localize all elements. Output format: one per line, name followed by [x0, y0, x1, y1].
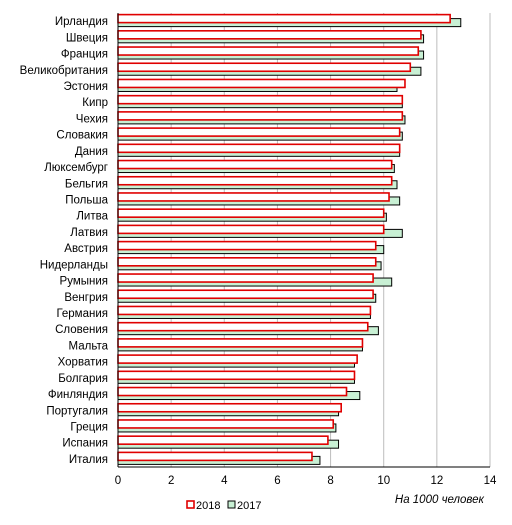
category-label: Германия [56, 308, 108, 320]
category-label: Бельгия [65, 178, 108, 190]
legend-swatch-2018 [186, 500, 195, 509]
category-label: Португалия [46, 405, 108, 417]
category-label: Литва [76, 211, 108, 223]
bar-2018 [117, 30, 422, 40]
category-label: Дания [75, 146, 108, 158]
x-tick-label: 2 [168, 475, 174, 487]
bar-2018 [117, 386, 348, 397]
x-tick-label: 6 [274, 475, 280, 487]
bar-2018 [117, 192, 390, 202]
bar-2018 [117, 94, 404, 105]
x-tick-label: 0 [115, 475, 121, 487]
x-tick-label: 4 [221, 475, 228, 487]
bar-2018 [117, 370, 356, 381]
x-tick-label: 12 [430, 475, 443, 487]
bar-2018 [117, 451, 313, 462]
bar-2018 [117, 78, 406, 89]
bar-2018 [117, 354, 358, 364]
category-label: Великобритания [20, 65, 108, 77]
category-labels: Ирландия Швеция Франция Великобритания Эстон… [20, 16, 109, 466]
legend-label-2017: 2017 [237, 500, 261, 512]
bar-2018 [117, 159, 393, 170]
bar-2018 [117, 338, 364, 348]
bar-2018 [117, 402, 342, 413]
x-tick-label: 10 [377, 475, 390, 487]
category-label: Венгрия [64, 292, 108, 304]
category-label: Болгария [58, 373, 108, 385]
legend-swatch-2017 [227, 500, 236, 509]
category-label: Швеция [66, 32, 108, 44]
category-label: Эстония [63, 81, 108, 93]
bar-2018 [117, 208, 385, 218]
bar-2018 [117, 305, 372, 316]
bar-2018 [117, 143, 401, 154]
legend: 2018 2017 [186, 500, 261, 512]
category-label: Италия [69, 454, 108, 466]
category-label: Ирландия [55, 16, 108, 28]
bar-2018 [117, 175, 393, 186]
category-label: Хорватия [58, 357, 108, 369]
category-label: Кипр [82, 97, 108, 109]
x-tick-labels: 0 2 4 6 8 10 12 14 [115, 475, 497, 487]
bar-2018 [117, 321, 369, 332]
bar-2018 [117, 13, 451, 24]
category-label: Испания [62, 438, 108, 450]
bar-2018 [117, 46, 420, 56]
bar-2018 [117, 273, 374, 283]
x-tick-label: 8 [327, 475, 333, 487]
bar-2018 [117, 111, 404, 121]
category-label: Финляндия [48, 389, 108, 401]
category-label: Мальта [69, 340, 109, 352]
bar-2018 [117, 62, 412, 73]
category-label: Польша [65, 194, 108, 206]
category-label: Словения [55, 324, 108, 336]
bar-2018 [117, 257, 377, 267]
legend-label-2018: 2018 [196, 500, 220, 512]
category-label: Чехия [76, 113, 108, 125]
category-label: Греция [70, 421, 108, 433]
bar-2018 [117, 240, 377, 251]
category-label: Франция [61, 49, 108, 61]
category-label: Словакия [56, 130, 108, 142]
bar-2018 [117, 224, 385, 235]
bars-group [117, 13, 462, 465]
category-label: Австрия [64, 243, 108, 255]
bar-2018 [117, 127, 401, 137]
category-label: Латвия [70, 227, 108, 239]
bar-2018 [117, 419, 335, 429]
unit-label: На 1000 человек [395, 494, 485, 506]
category-label: Нидерланды [40, 259, 108, 271]
bar-2018 [117, 435, 329, 445]
category-label: Люксембург [44, 162, 108, 174]
x-tick-label: 14 [484, 475, 497, 487]
bar-2018 [117, 289, 374, 300]
category-label: Румыния [60, 276, 108, 288]
